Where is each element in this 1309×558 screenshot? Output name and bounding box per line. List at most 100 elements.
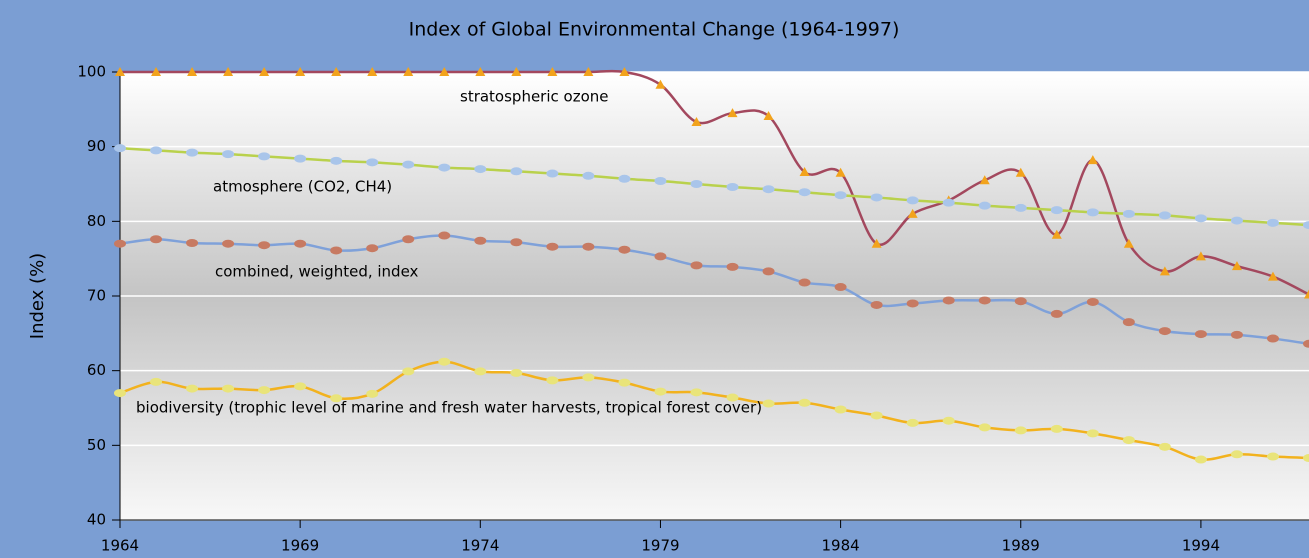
x-tick-label: 1979 [641, 537, 679, 555]
x-tick-label: 1964 [101, 537, 139, 555]
marker [1123, 238, 1134, 248]
marker [690, 261, 703, 270]
y-tick-label: 100 [77, 63, 106, 81]
marker [510, 238, 523, 247]
marker [762, 399, 775, 408]
marker [1303, 339, 1309, 348]
marker [1050, 206, 1063, 215]
marker [1231, 261, 1242, 271]
marker [223, 67, 234, 76]
marker [1014, 203, 1027, 212]
marker [798, 278, 811, 287]
marker [222, 384, 235, 393]
marker [402, 160, 415, 169]
marker [1086, 208, 1099, 217]
series-label: stratospheric ozone [460, 88, 609, 106]
marker [258, 386, 271, 395]
marker [582, 171, 595, 180]
x-tick-label: 1969 [281, 537, 319, 555]
marker [1122, 436, 1135, 445]
marker [978, 201, 991, 210]
marker [762, 185, 775, 194]
marker [1087, 155, 1098, 165]
marker [1194, 455, 1207, 464]
marker [870, 300, 883, 309]
marker [474, 367, 487, 376]
marker [654, 387, 667, 396]
marker [1051, 229, 1062, 239]
marker [258, 241, 271, 250]
series-label: biodiversity (trophic level of marine an… [136, 399, 762, 417]
marker [834, 405, 847, 414]
marker [618, 174, 631, 183]
marker [187, 67, 198, 76]
x-tick-label: 1989 [1002, 537, 1040, 555]
marker [906, 299, 919, 308]
marker [582, 373, 595, 382]
marker [1267, 271, 1278, 281]
marker [186, 148, 199, 157]
marker [1050, 424, 1063, 433]
series-line [119, 146, 1309, 227]
marker [511, 67, 522, 76]
marker [583, 67, 594, 76]
marker [1304, 289, 1309, 299]
marker [727, 108, 738, 118]
marker [258, 152, 271, 161]
y-tick-label: 60 [87, 361, 106, 379]
marker [294, 239, 307, 248]
y-tick-label: 80 [87, 212, 106, 230]
marker [906, 418, 919, 427]
marker [1086, 429, 1099, 438]
marker [691, 117, 702, 127]
marker [654, 177, 667, 186]
marker [366, 244, 379, 253]
marker [474, 165, 487, 174]
marker [403, 67, 414, 76]
marker [762, 267, 775, 276]
marker [1158, 211, 1171, 220]
marker [726, 393, 739, 402]
marker [294, 154, 307, 163]
marker [331, 67, 342, 76]
marker [1230, 216, 1243, 225]
marker [222, 239, 235, 248]
y-tick-label: 90 [87, 137, 106, 155]
marker [114, 239, 126, 248]
marker [726, 262, 739, 271]
series-label: combined, weighted, index [215, 263, 419, 281]
marker [582, 242, 595, 251]
marker [367, 67, 378, 76]
marker [1122, 209, 1135, 218]
marker [510, 167, 523, 176]
marker [835, 167, 846, 177]
marker [186, 384, 199, 393]
marker [510, 368, 523, 377]
marker [259, 67, 270, 76]
marker [150, 235, 163, 244]
y-axis-label: Index (%) [27, 253, 48, 339]
chart-title: Index of Global Environmental Change (19… [409, 19, 900, 41]
marker [366, 158, 379, 167]
marker [618, 378, 631, 387]
marker [475, 67, 486, 76]
marker [726, 182, 739, 191]
marker [295, 67, 306, 76]
marker [1266, 452, 1279, 461]
marker [870, 193, 883, 202]
y-tick-label: 50 [87, 436, 106, 454]
marker [690, 388, 703, 397]
marker [330, 246, 343, 255]
marker [186, 238, 199, 247]
y-tick-label: 40 [87, 511, 106, 529]
marker [799, 167, 810, 177]
marker [547, 67, 558, 76]
series-line [119, 360, 1309, 461]
marker [402, 367, 415, 376]
marker [294, 382, 307, 391]
marker [1266, 334, 1279, 343]
marker [439, 67, 450, 76]
marker [330, 156, 343, 165]
marker [870, 411, 883, 420]
marker [979, 175, 990, 185]
